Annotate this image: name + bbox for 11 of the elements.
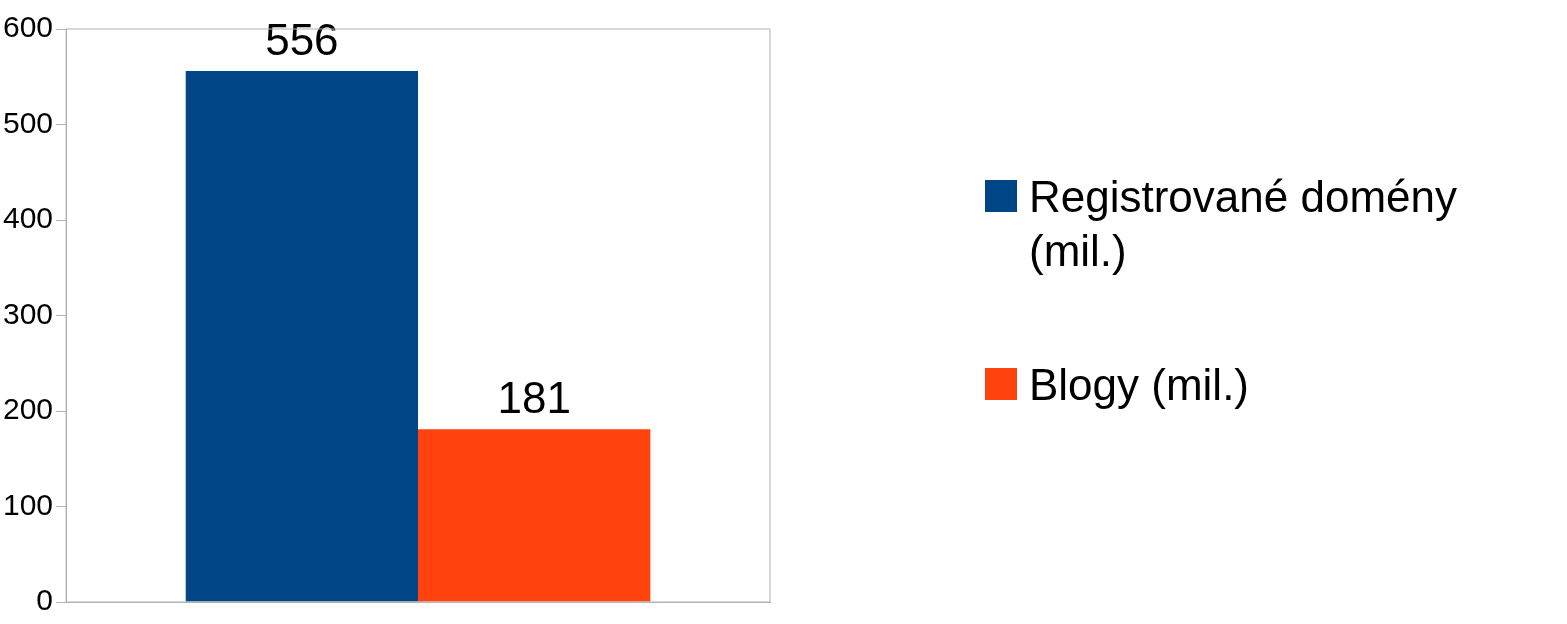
y-tick-label: 200	[2, 392, 54, 426]
legend-label: Blogy (mil.)	[1029, 359, 1250, 411]
y-tick-label: 500	[2, 105, 54, 139]
y-tick-label: 0	[36, 583, 54, 617]
data-label: 181	[497, 373, 571, 423]
legend-label: Registrované domény (mil.)	[1029, 171, 1458, 277]
y-tick-label: 300	[2, 296, 54, 330]
data-label: 556	[265, 15, 339, 65]
y-tick-label: 100	[2, 487, 54, 521]
y-tick-label: 400	[2, 201, 54, 235]
y-tick-label: 600	[2, 10, 54, 44]
